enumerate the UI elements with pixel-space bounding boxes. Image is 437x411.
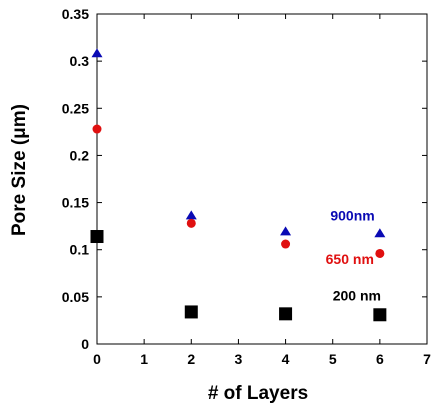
x-tick-label: 7 [423,351,431,367]
x-tick-label: 5 [329,351,337,367]
triangle-marker-900nm [91,48,103,58]
series-label-annotation: 900nm [330,207,374,223]
series-label-annotation: 650 nm [326,251,374,267]
triangle-marker-900nm [185,210,197,220]
square-marker-200nm [373,308,387,322]
axis-ticks [96,13,428,345]
circle-marker-650nm [186,218,196,228]
circle-marker-650nm [281,239,291,249]
series-label-annotation: 200 nm [333,288,381,304]
circle-marker-650nm [375,248,385,258]
x-tick-label: 6 [376,351,384,367]
triangle-marker-900nm [374,228,386,238]
x-tick-label: 0 [93,351,101,367]
square-marker-200nm [279,307,293,321]
x-axis-title: # of Layers [208,383,308,404]
x-tick-label: 3 [235,351,243,367]
y-tick-label: 0.2 [70,147,90,163]
y-tick-label: 0.25 [62,100,89,116]
y-tick-label: 0.15 [62,195,89,211]
x-tick-label: 1 [140,351,148,367]
y-axis-title: Pore Size (μm) [9,104,30,236]
plot-area [96,13,428,345]
y-tick-label: 0.35 [62,6,89,22]
series-annotations: 900nm 650 nm 200 nm [326,207,381,303]
axis-tick-labels: 0 0.05 0.1 0.15 0.2 0.25 0.3 0.35 0 1 2 3 4 5 6 7 [62,6,431,367]
square-marker-200nm [184,305,198,319]
x-tick-label: 4 [282,351,290,367]
square-marker-200nm [90,230,104,244]
data-markers [90,48,387,322]
x-tick-label: 2 [187,351,195,367]
triangle-marker-900nm [280,226,292,236]
y-tick-label: 0.3 [70,53,90,69]
y-tick-label: 0.05 [62,289,89,305]
y-tick-label: 0.1 [70,242,90,258]
circle-marker-650nm [92,124,102,134]
y-tick-label: 0 [81,336,89,352]
